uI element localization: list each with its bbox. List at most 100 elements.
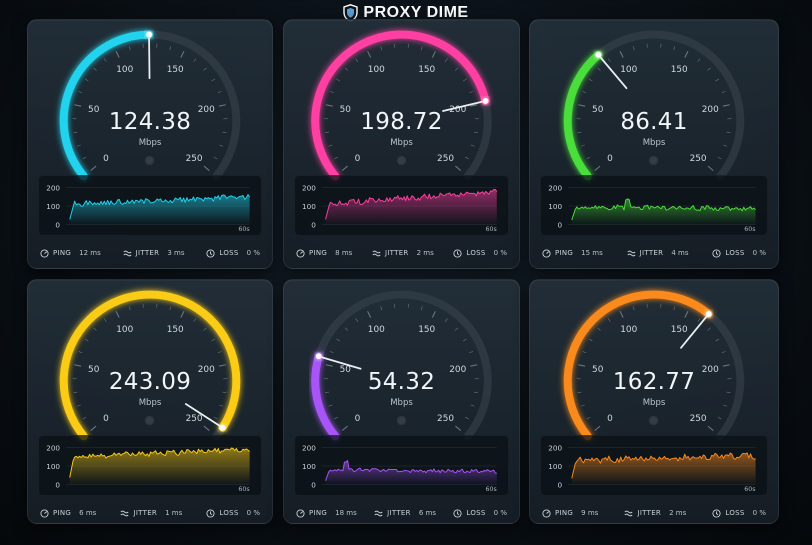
- gauge-tick: [367, 311, 372, 318]
- gauge-tick-label: 200: [198, 365, 215, 375]
- speed-gauge: 0 50 100 150 200 250: [311, 290, 492, 441]
- gauge-tick: [632, 306, 635, 311]
- gauge-tick: [336, 78, 340, 82]
- gauge-fill-arc: [563, 50, 603, 181]
- gauge-tick-label: 250: [186, 414, 203, 424]
- ping-label: PING: [555, 509, 574, 517]
- chart-y-tick: 100: [46, 462, 60, 471]
- throughput-chart: 200 100 0 60s: [540, 175, 768, 236]
- gauge-tick: [580, 404, 585, 407]
- gauge-tick: [380, 46, 383, 51]
- gauge-tick-label: 250: [437, 154, 454, 164]
- loss-label: LOSS: [725, 249, 745, 257]
- chart-y-tick: 200: [46, 184, 60, 193]
- jitter-stat: JITTER 4 ms: [627, 249, 689, 258]
- gauge-tick: [721, 351, 726, 354]
- ping-gauge-icon: [542, 248, 551, 258]
- jitter-label: JITTER: [639, 249, 664, 257]
- ping-gauge-icon: [296, 508, 305, 518]
- jitter-stat: JITTER 6 ms: [374, 509, 436, 518]
- gauge-tick: [329, 91, 334, 94]
- sparkline-area: [325, 460, 497, 485]
- gauge-tick: [470, 144, 475, 147]
- gauge-tick: [470, 404, 475, 407]
- gauge-tick: [715, 78, 720, 82]
- throughput-chart: 200 100 0 60s: [540, 435, 768, 496]
- gauge-tick: [463, 78, 467, 82]
- gauge-tick: [329, 351, 334, 354]
- chart-y-tick: 200: [548, 444, 562, 453]
- chart-y-tick: 0: [55, 480, 60, 489]
- gauge-tick: [582, 91, 587, 94]
- speed-gauge: 0 50 100 150 200 250: [563, 290, 745, 441]
- jitter-wave-icon: [372, 250, 381, 256]
- sparkline-area: [325, 189, 497, 225]
- gauge-tick: [90, 165, 97, 171]
- loss-stat: LOSS 0 %: [712, 248, 766, 258]
- sparkline-svg: 200 100 0 60s: [548, 444, 756, 493]
- chart-y-tick: 100: [302, 202, 316, 211]
- speed-value: 198.72: [360, 109, 443, 135]
- gauge-tick: [726, 391, 731, 393]
- gauge-tick-label: 50: [592, 105, 604, 115]
- gauge-tick: [454, 67, 459, 71]
- sparkline-svg: 200 100 0 60s: [302, 184, 498, 233]
- gauge-tick: [444, 58, 448, 62]
- gauge-tick: [103, 58, 107, 62]
- gauge-tick: [334, 416, 338, 420]
- gauge-tick: [607, 58, 611, 62]
- jitter-label: JITTER: [133, 509, 158, 517]
- gauge-tick-label: 250: [690, 154, 707, 164]
- gauge-tick-label: 100: [368, 65, 385, 75]
- gauge-fill-arc: [311, 30, 490, 181]
- gauge-tick: [469, 351, 474, 354]
- gauge-tick: [344, 327, 349, 331]
- chart-x-label: 60s: [486, 226, 497, 233]
- jitter-stat: JITTER 1 ms: [120, 509, 182, 518]
- gauge-tick: [76, 404, 81, 407]
- gauge-tick: [619, 51, 624, 58]
- jitter-value: 1 ms: [165, 509, 183, 517]
- gauge-needle-tip: [315, 353, 322, 360]
- gauge-tick: [193, 318, 197, 322]
- sparkline-svg: 200 100 0 60s: [46, 444, 250, 493]
- gauge-needle: [442, 100, 483, 112]
- gauge-tick: [380, 306, 383, 311]
- speed-value: 86.41: [620, 109, 688, 135]
- ping-value: 9 ms: [581, 509, 599, 517]
- gauge-tick-label: 0: [607, 414, 613, 424]
- loss-stat: LOSS 0 %: [712, 508, 766, 518]
- gauge-tick-label: 100: [116, 325, 133, 335]
- ping-stat: PING 9 ms: [542, 508, 599, 518]
- speed-card: 0 50 100 150 200 250 198.72 Mbps 200 100 0 60s PING 8…: [283, 19, 520, 269]
- gauge-tick: [213, 156, 218, 160]
- gauge-tick-label: 200: [702, 105, 719, 115]
- throughput-chart: 200 100 0 60s: [294, 435, 509, 496]
- gauge-tick-label: 0: [607, 154, 613, 164]
- ping-gauge-icon: [40, 508, 49, 518]
- gauge-tick: [594, 165, 601, 171]
- loss-value: 0 %: [246, 509, 260, 517]
- gauge-tick-label: 150: [418, 65, 435, 75]
- sparkline-line: [325, 459, 497, 481]
- gauge-tick: [684, 311, 689, 318]
- gauge-tick: [577, 391, 582, 393]
- sparkline-line: [69, 194, 251, 220]
- gauge-tick: [465, 416, 469, 420]
- gauge-needle-tip: [482, 97, 489, 104]
- speed-value: 162.77: [612, 369, 696, 395]
- gauge-tick: [328, 144, 333, 147]
- ping-gauge-icon: [542, 508, 551, 518]
- chart-y-tick: 0: [311, 480, 316, 489]
- gauge-fill-arc: [311, 352, 340, 441]
- speed-gauge: 0 50 100 150 200 250: [59, 30, 241, 181]
- sparkline-line: [571, 198, 756, 221]
- ping-label: PING: [53, 249, 72, 257]
- gauge-tick: [470, 364, 478, 367]
- jitter-wave-icon: [624, 510, 633, 516]
- jitter-value: 4 ms: [671, 249, 689, 257]
- jitter-value: 2 ms: [416, 249, 434, 257]
- ping-stat: PING 15 ms: [542, 248, 603, 258]
- speed-gauge: 0 50 100 150 200 250: [311, 30, 492, 181]
- speed-unit: Mbps: [138, 138, 162, 148]
